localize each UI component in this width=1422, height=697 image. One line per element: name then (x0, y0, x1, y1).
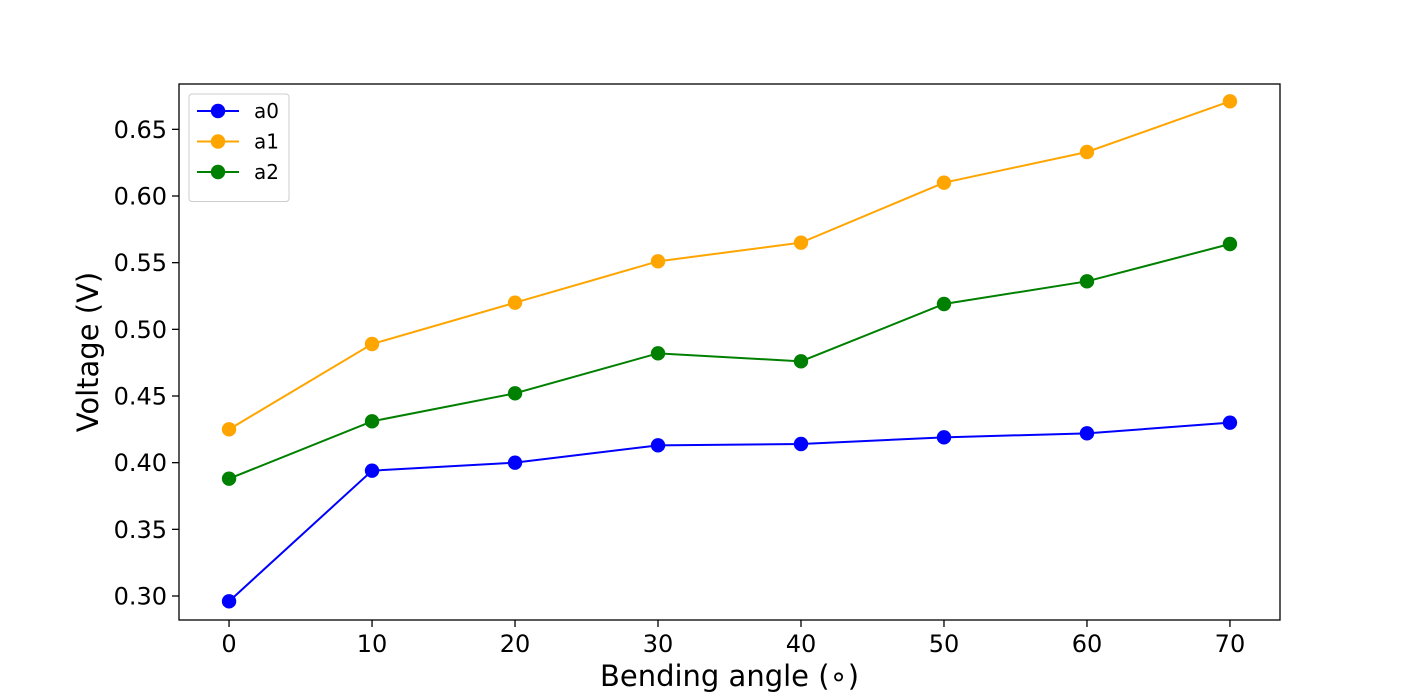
data-point-a2-6 (1079, 274, 1095, 289)
x-tick-label: 70 (1215, 630, 1246, 658)
data-point-a2-4 (793, 354, 809, 369)
data-point-a0-2 (507, 455, 523, 470)
data-point-a1-5 (936, 175, 952, 190)
series-a2 (221, 236, 1238, 486)
y-axis-label: Voltage (V) (71, 272, 105, 432)
x-tick-label: 30 (643, 630, 674, 658)
data-point-a1-4 (793, 235, 809, 250)
data-point-a0-6 (1079, 426, 1095, 441)
data-point-a0-4 (793, 436, 809, 452)
y-tick-label: 0.35 (114, 516, 167, 544)
data-point-a0-3 (650, 438, 666, 453)
data-point-a0-5 (936, 430, 952, 445)
data-point-a2-2 (507, 386, 523, 401)
legend: a0 a1 a2 (188, 93, 290, 202)
series-line-a1 (228, 100, 1231, 431)
data-point-a0-0 (221, 594, 237, 609)
data-point-a2-5 (936, 296, 952, 312)
data-point-a0-1 (364, 463, 380, 478)
data-point-a2-3 (650, 346, 666, 361)
data-point-a1-2 (507, 295, 523, 310)
data-point-a1-7 (1222, 94, 1238, 109)
x-tick-label: 60 (1072, 630, 1103, 658)
x-tick-label: 40 (786, 630, 817, 658)
legend-label-a1: a1 (254, 130, 279, 154)
x-tick-label: 20 (500, 630, 531, 658)
legend-marker-a0 (210, 103, 226, 119)
series-line-a0 (228, 421, 1231, 603)
x-tick-label: 0 (221, 630, 236, 658)
legend-label-a0: a0 (254, 99, 279, 123)
data-point-a1-3 (650, 254, 666, 269)
plot-frame (178, 83, 1281, 621)
x-tick-label: 10 (357, 630, 388, 658)
data-point-a1-6 (1079, 144, 1095, 160)
y-tick-label: 0.50 (114, 316, 167, 344)
series-layer (221, 94, 1238, 609)
data-point-a1-1 (364, 336, 380, 352)
series-line-a2 (228, 243, 1231, 480)
legend-label-a2: a2 (254, 160, 279, 184)
legend-marker-a2 (210, 164, 226, 180)
y-tick-label: 0.65 (114, 116, 167, 144)
series-a1 (221, 94, 1238, 437)
data-point-a1-0 (221, 422, 237, 437)
y-tick-label: 0.30 (114, 583, 167, 611)
x-tick-label: 50 (929, 630, 960, 658)
data-point-a2-7 (1222, 236, 1238, 252)
legend-marker-a1 (210, 134, 226, 149)
x-axis-label: Bending angle (∘) (600, 659, 859, 693)
y-tick-label: 0.60 (114, 183, 167, 211)
y-tick-label: 0.45 (114, 383, 167, 411)
data-point-a0-7 (1222, 415, 1238, 430)
series-a0 (221, 415, 1238, 609)
y-tick-label: 0.40 (114, 449, 167, 477)
y-tick-label: 0.55 (114, 249, 167, 277)
data-point-a2-0 (221, 471, 237, 486)
y-axis: 0.30 0.35 0.40 0.45 0.50 0.55 0.60 0.65 (114, 116, 179, 611)
data-point-a2-1 (364, 414, 380, 429)
x-axis: 0 10 20 30 40 50 60 70 (221, 620, 1245, 658)
